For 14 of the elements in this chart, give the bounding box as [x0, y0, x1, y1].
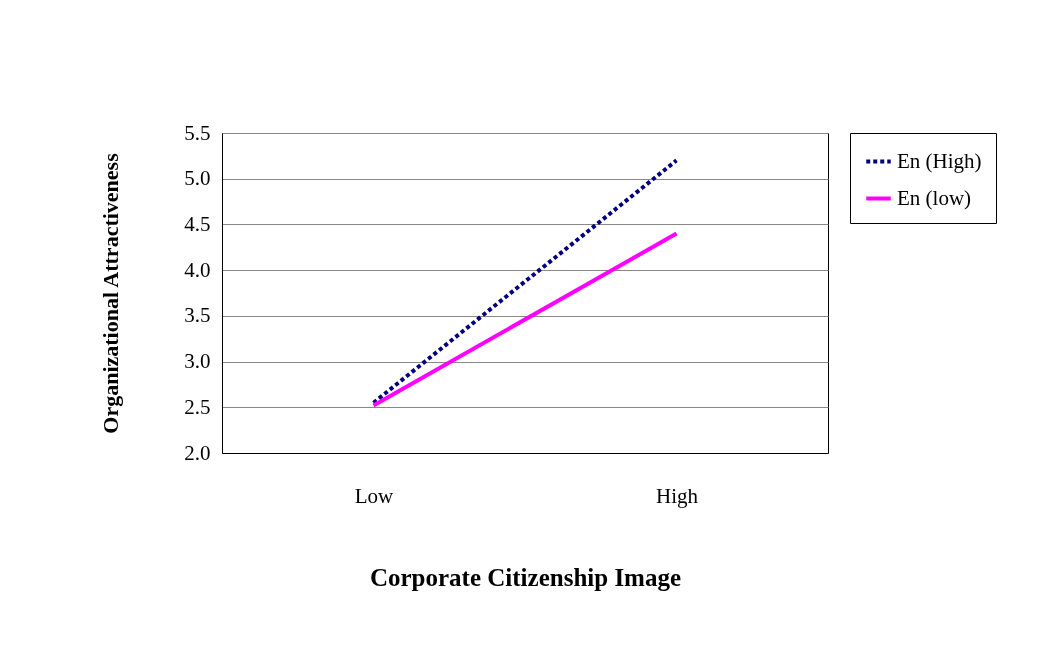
y-axis-title: Organizational Attractiveness — [97, 152, 123, 434]
y-tick-label: 5.0 — [184, 166, 211, 191]
y-tick-label: 2.0 — [184, 440, 211, 465]
y-tick-label: 4.0 — [184, 257, 211, 282]
x-tick-label: High — [656, 483, 699, 508]
legend-label: En (High) — [897, 148, 982, 173]
y-tick-label: 2.5 — [184, 394, 211, 419]
x-axis-title: Corporate Citizenship Image — [369, 563, 682, 591]
y-tick-label: 3.0 — [184, 349, 211, 374]
y-tick-label: 3.5 — [184, 303, 211, 328]
legend-label: En (low) — [897, 185, 972, 210]
y-tick-label: 4.5 — [184, 211, 211, 236]
x-tick-label: Low — [354, 483, 395, 508]
y-tick-label: 5.5 — [184, 120, 211, 145]
